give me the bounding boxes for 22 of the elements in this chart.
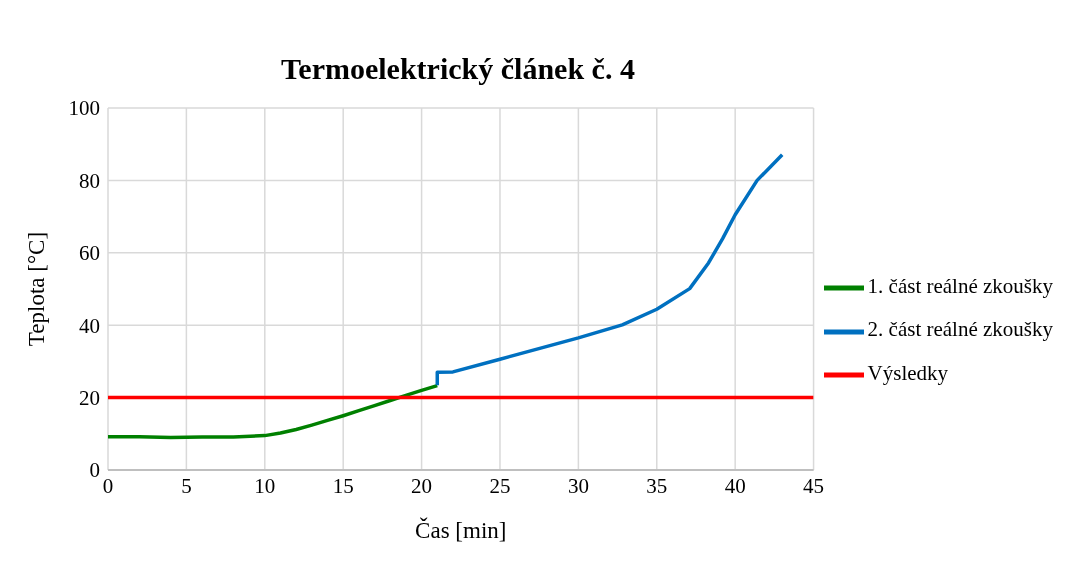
x-tick-label: 5: [181, 473, 192, 498]
x-axis-title: Čas [min]: [415, 517, 507, 543]
x-tick-label: 40: [724, 473, 746, 498]
legend-label: Výsledky: [867, 360, 949, 385]
y-tick-label: 100: [68, 96, 100, 121]
chart-title: Termoelektrický článek č. 4: [280, 52, 636, 86]
x-tick-label: 30: [567, 473, 589, 498]
x-tick-label: 25: [489, 473, 511, 498]
y-axis-title: Teplota [°C]: [24, 231, 50, 347]
y-tick-label: 40: [79, 313, 100, 338]
legend-label: 1. část reálné zkoušky: [867, 274, 1053, 299]
x-tick-label: 20: [411, 473, 433, 498]
legend-label: 2. část reálné zkoušky: [867, 317, 1053, 342]
y-tick-label: 60: [79, 241, 100, 266]
x-tick-label: 15: [332, 473, 354, 498]
x-tick-label: 35: [646, 473, 668, 498]
line-series: [435, 152, 784, 388]
y-tick-label: 20: [79, 386, 100, 411]
y-tick-label: 80: [79, 168, 100, 193]
x-tick-label: 10: [254, 473, 276, 498]
x-tick-label: 45: [803, 473, 825, 498]
line-series: [108, 383, 440, 440]
